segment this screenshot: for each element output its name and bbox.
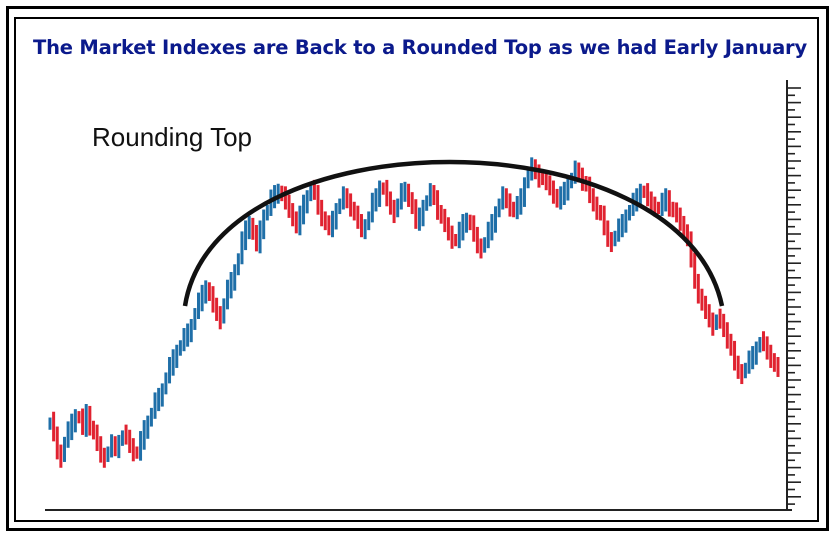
price-bars (48, 157, 780, 468)
y-axis-ticks (787, 87, 801, 505)
outer-frame (6, 6, 829, 531)
inner-frame (14, 17, 819, 522)
rounding-top-arc (182, 159, 725, 307)
chart-title: The Market Indexes are Back to a Rounded… (33, 36, 807, 59)
rounding-top-label: Rounding Top (92, 122, 252, 152)
